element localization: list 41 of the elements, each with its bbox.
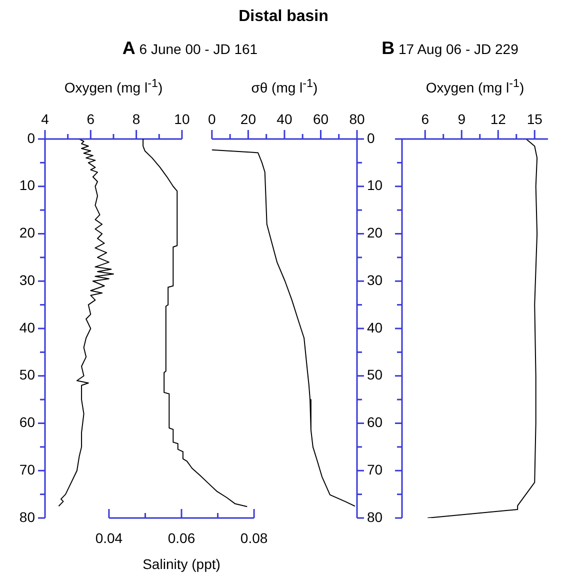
y-tick-label: 40 (19, 319, 36, 336)
x-tick-label: 9 (458, 110, 466, 127)
x-axis-title: Salinity (ppt) (142, 556, 220, 572)
y-tick-label: 60 (19, 414, 36, 430)
x-tick-label: 15 (526, 110, 543, 127)
x-tick-label: 0.06 (168, 530, 196, 546)
x-tick-label: 6 (421, 110, 430, 127)
x-tick-label: 20 (240, 110, 256, 127)
chart-subtitle: A 6 June 00 - JD 161 (122, 38, 258, 58)
y-tick-label: 0 (27, 130, 36, 146)
x-tick-label: 8 (132, 110, 140, 127)
x-tick-label: 0.08 (240, 530, 268, 546)
x-tick-label: 80 (349, 110, 365, 127)
x-tick-label: 6 (86, 110, 95, 127)
y-tick-label: 60 (367, 414, 383, 430)
x-tick-label: 10 (174, 110, 190, 127)
y-tick-label: 50 (367, 366, 383, 383)
chart-subtitle: B 17 Aug 06 - JD 229 (382, 38, 518, 58)
y-tick-label: 10 (367, 177, 383, 194)
y-tick-label: 30 (367, 272, 383, 288)
x-tick-label: 0 (208, 110, 216, 127)
y-tick-label: 50 (19, 366, 36, 383)
x-axis-title: Oxygen (mg l$^{-1}$) (64, 77, 163, 96)
chart-title: Distal basin (238, 8, 330, 26)
x-axis-title: σθ (mg l$^{-1}$) (251, 77, 318, 96)
y-tick-label: 40 (367, 319, 383, 336)
y-tick-label: 80 (19, 508, 36, 525)
x-tick-label: 4 (41, 110, 50, 127)
x-tick-label: 0.04 (95, 530, 123, 546)
x-tick-label: 60 (312, 110, 329, 127)
y-tick-label: 0 (367, 130, 375, 146)
y-tick-label: 20 (367, 224, 383, 241)
y-tick-label: 70 (367, 461, 383, 478)
y-tick-label: 20 (19, 224, 36, 241)
y-tick-label: 10 (19, 177, 36, 194)
y-tick-label: 80 (367, 508, 383, 525)
y-tick-label: 70 (19, 461, 36, 478)
x-axis-title: Oxygen (mg l$^{-1}$) (426, 77, 524, 96)
y-tick-label: 30 (19, 272, 36, 288)
x-tick-label: 40 (276, 110, 292, 127)
x-tick-label: 12 (490, 110, 506, 127)
